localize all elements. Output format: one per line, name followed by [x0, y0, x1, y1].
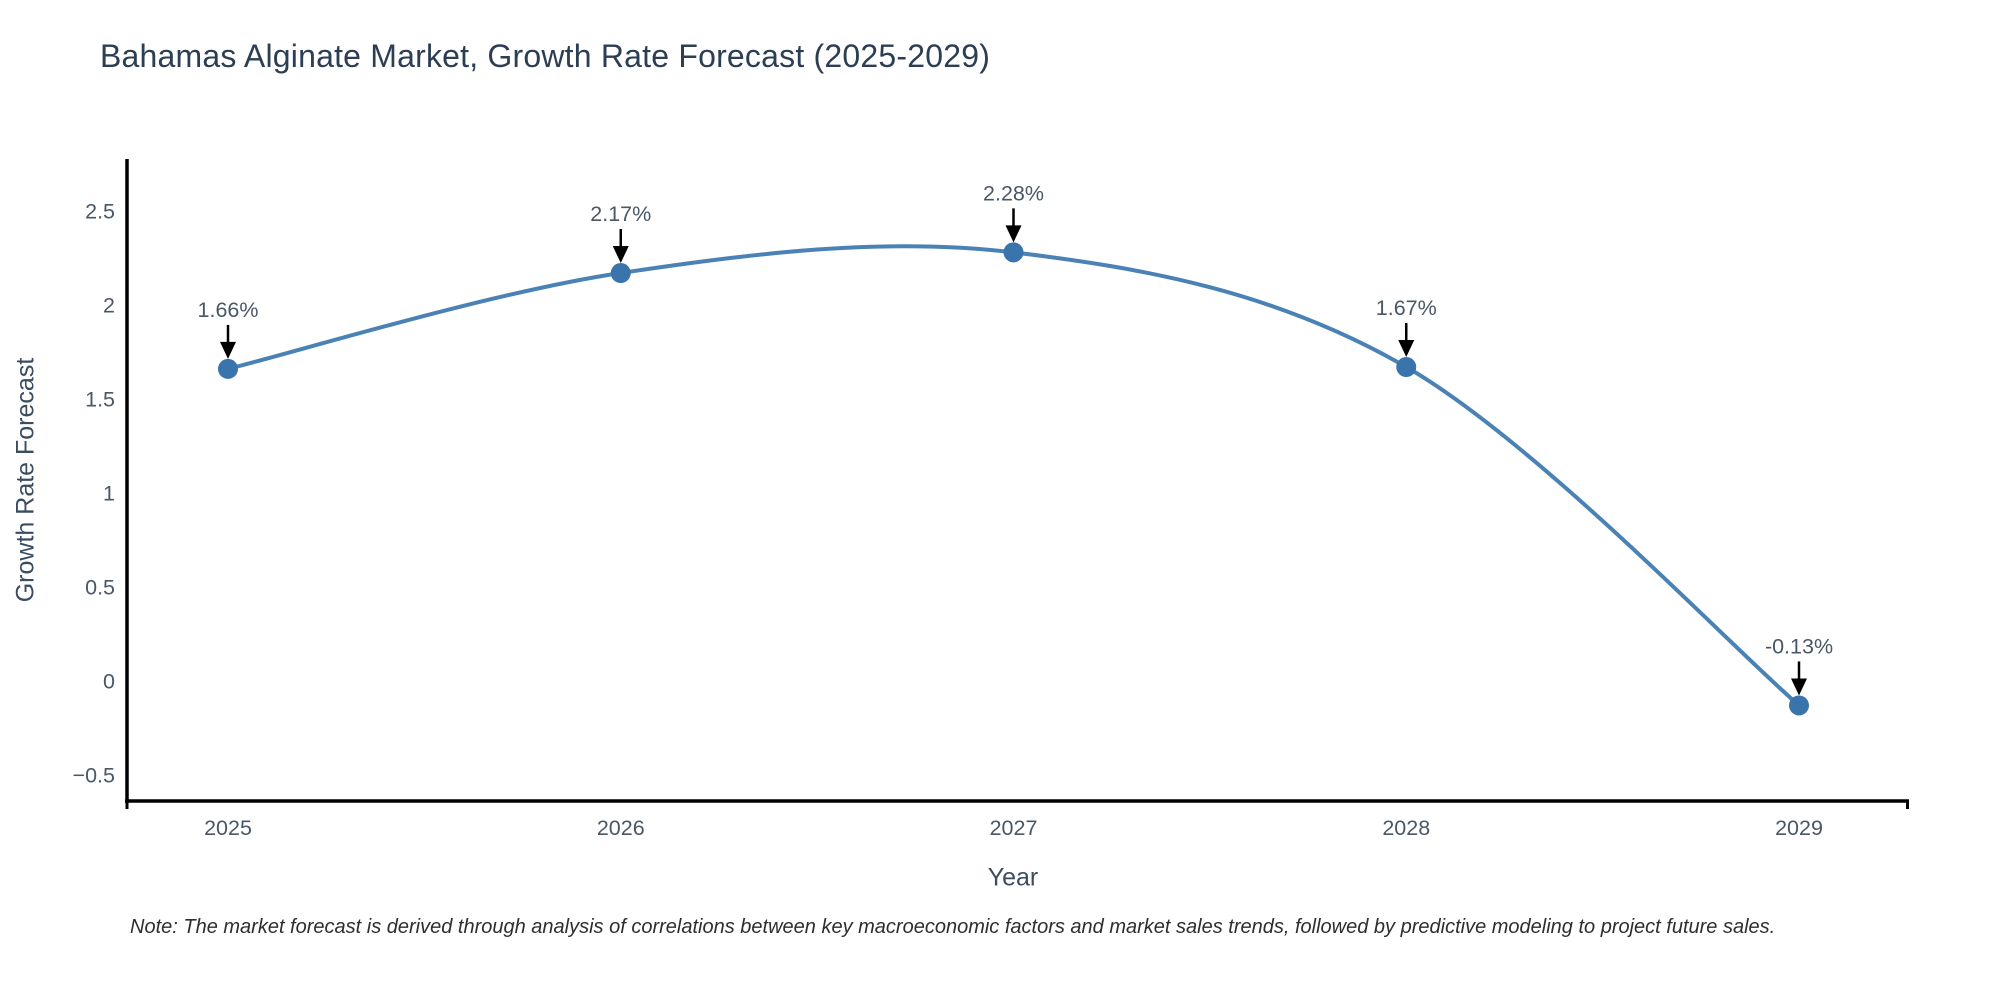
x-axis-title: Year — [987, 863, 1039, 892]
data-point-2025[interactable] — [218, 358, 238, 379]
annotation-label: 2.28% — [983, 181, 1044, 205]
x-tick-label: 2028 — [1382, 816, 1430, 840]
x-tick-label: 2029 — [1775, 816, 1823, 840]
y-tick-label: 0.5 — [85, 576, 115, 600]
annotation-label: 1.67% — [1376, 296, 1437, 320]
y-tick-label: 2 — [103, 294, 115, 318]
x-tick-label: 2026 — [597, 816, 645, 840]
y-axis-title: Growth Rate Forecast — [11, 357, 40, 603]
annotation-label: -0.13% — [1765, 634, 1833, 658]
y-tick-label: 1.5 — [85, 388, 115, 412]
annotation-arrowhead — [1005, 225, 1022, 243]
forecast-line[interactable] — [226, 244, 1801, 708]
annotation-arrowhead — [612, 246, 629, 264]
x-tick-label: 2025 — [204, 816, 252, 840]
chart-title: Bahamas Alginate Market, Growth Rate For… — [100, 38, 991, 74]
data-point-2026[interactable] — [610, 263, 631, 284]
y-tick-label: 1 — [103, 482, 115, 506]
y-tick-label: −0.5 — [73, 764, 115, 788]
annotation-label: 1.66% — [198, 298, 259, 322]
y-tick-label: 2.5 — [85, 200, 115, 224]
annotation-arrowhead — [1791, 678, 1807, 696]
x-tick-label: 2027 — [990, 816, 1038, 840]
y-tick-label: 0 — [103, 670, 115, 694]
footnote: Note: The market forecast is derived thr… — [130, 916, 1776, 938]
annotation-arrowhead — [1398, 340, 1415, 358]
annotation-label: 2.17% — [590, 202, 651, 226]
annotation-arrowhead — [220, 341, 236, 359]
data-point-2028[interactable] — [1396, 357, 1417, 378]
data-point-2027[interactable] — [1003, 242, 1024, 263]
data-point-2029[interactable] — [1789, 695, 1809, 716]
